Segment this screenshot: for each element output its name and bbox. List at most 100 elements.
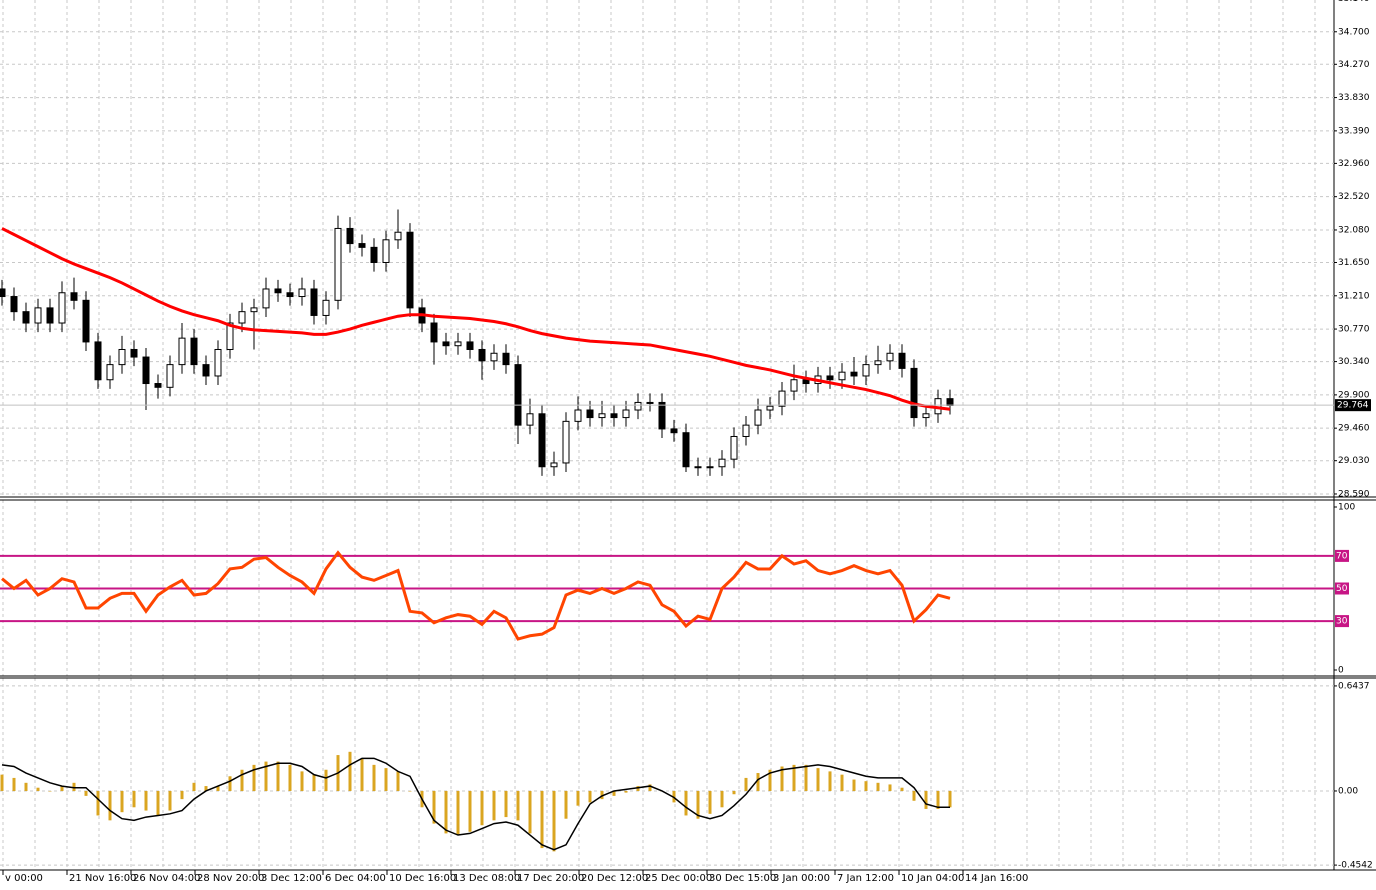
- histogram-bar: [60, 786, 64, 791]
- candle-body: [334, 227, 342, 301]
- candle-body: [502, 352, 510, 366]
- moving-average: [1, 227, 951, 411]
- histogram-bar: [576, 790, 580, 806]
- histogram-bar: [816, 768, 820, 791]
- candle-body: [58, 292, 66, 324]
- candle-body: [946, 398, 954, 406]
- histogram-bar: [744, 777, 748, 791]
- histogram-bar: [768, 769, 772, 791]
- histogram-bar: [756, 773, 760, 791]
- x-tick-label: 3 Dec 12:00: [261, 873, 322, 884]
- histogram-bar: [804, 764, 808, 791]
- candle-body: [790, 379, 798, 392]
- candle-body: [0, 288, 6, 298]
- y-tick-label: 29.030: [1338, 456, 1370, 466]
- histogram-bar: [312, 774, 316, 791]
- candle-body: [862, 364, 870, 377]
- candle-body: [118, 348, 126, 366]
- y-tick-label: 32.520: [1338, 192, 1370, 202]
- histogram-bar: [828, 771, 832, 791]
- histogram-bar: [684, 790, 688, 816]
- candle-body: [346, 227, 354, 245]
- x-tick-label: 6 Dec 04:00: [325, 873, 386, 884]
- candle-body: [694, 466, 702, 469]
- histogram-bar: [888, 784, 892, 791]
- candle-body: [34, 307, 42, 324]
- histogram-bar: [24, 782, 28, 791]
- histogram-bar: [504, 790, 508, 818]
- y-tick-label: 0: [1338, 666, 1344, 676]
- x-tick-label: 21 Nov 16:00: [69, 873, 136, 884]
- candle-body: [10, 296, 18, 313]
- y-tick-label: 100: [1338, 503, 1355, 513]
- candle-body: [538, 413, 546, 468]
- candle-body: [226, 322, 234, 350]
- candle-body: [754, 409, 762, 426]
- candle-body: [82, 299, 90, 343]
- histogram-bar: [276, 761, 280, 791]
- candle-body: [886, 352, 894, 362]
- histogram-bar: [288, 764, 292, 791]
- histogram-bar: [204, 786, 208, 791]
- candle-body: [442, 341, 450, 347]
- histogram-bar: [600, 790, 604, 800]
- candle-body: [682, 432, 690, 468]
- histogram-bar: [936, 790, 940, 809]
- signal-line: [1, 757, 950, 851]
- candle-body: [262, 288, 270, 309]
- candle-body: [562, 420, 570, 464]
- y-tick-label: 33.390: [1338, 126, 1370, 136]
- candle-body: [406, 231, 414, 309]
- candle-body: [274, 288, 282, 294]
- candle-body: [910, 367, 918, 419]
- candle-body: [142, 356, 150, 385]
- y-tick-label: 28.590: [1338, 489, 1370, 499]
- candle-body: [322, 299, 330, 316]
- x-tick-label: 7 Jan 12:00: [837, 873, 894, 884]
- histogram-bar: [912, 790, 916, 801]
- y-tick-label: 31.210: [1338, 291, 1370, 301]
- level-box: [1335, 582, 1349, 595]
- histogram-bar: [840, 774, 844, 791]
- candle-body: [130, 348, 138, 358]
- histogram-bar: [780, 766, 784, 791]
- histogram-bar: [132, 790, 136, 808]
- histogram-bar: [96, 790, 100, 816]
- candle-body: [214, 348, 222, 377]
- y-tick-label: 33.830: [1338, 93, 1370, 103]
- histogram-bar: [612, 790, 616, 796]
- histogram-bar: [384, 768, 388, 791]
- candle-body: [358, 243, 366, 248]
- x-tick-label: 14 Jan 16:00: [965, 873, 1028, 884]
- candle-body: [370, 246, 378, 263]
- histogram-bar: [180, 790, 184, 800]
- candle-body: [70, 292, 78, 301]
- last-price-box: [1335, 399, 1371, 412]
- candle-body: [598, 413, 606, 419]
- candle-body: [706, 466, 714, 469]
- candle-body: [454, 341, 462, 347]
- y-tick-label: 34.700: [1338, 27, 1370, 37]
- level-label: 70: [1336, 551, 1348, 561]
- histogram-bar: [564, 790, 568, 819]
- histogram-bar: [528, 790, 532, 834]
- histogram-bar: [588, 790, 592, 803]
- level-label: 50: [1336, 584, 1348, 594]
- histogram-bar: [252, 764, 256, 791]
- candle-body: [574, 409, 582, 422]
- histogram-bar: [48, 790, 52, 792]
- rsi-line: [1, 550, 951, 641]
- candle-body: [490, 352, 498, 362]
- x-tick-label: 13 Dec 08:00: [453, 873, 520, 884]
- candle-body: [634, 401, 642, 411]
- histogram-bar: [708, 790, 712, 814]
- candle-body: [190, 337, 198, 366]
- histogram-bar: [324, 769, 328, 791]
- histogram-bar: [192, 782, 196, 791]
- y-tick-label: -0.4542: [1338, 861, 1373, 871]
- histogram-bar: [864, 781, 868, 791]
- histogram-bar: [264, 761, 268, 791]
- candle-body: [874, 360, 882, 366]
